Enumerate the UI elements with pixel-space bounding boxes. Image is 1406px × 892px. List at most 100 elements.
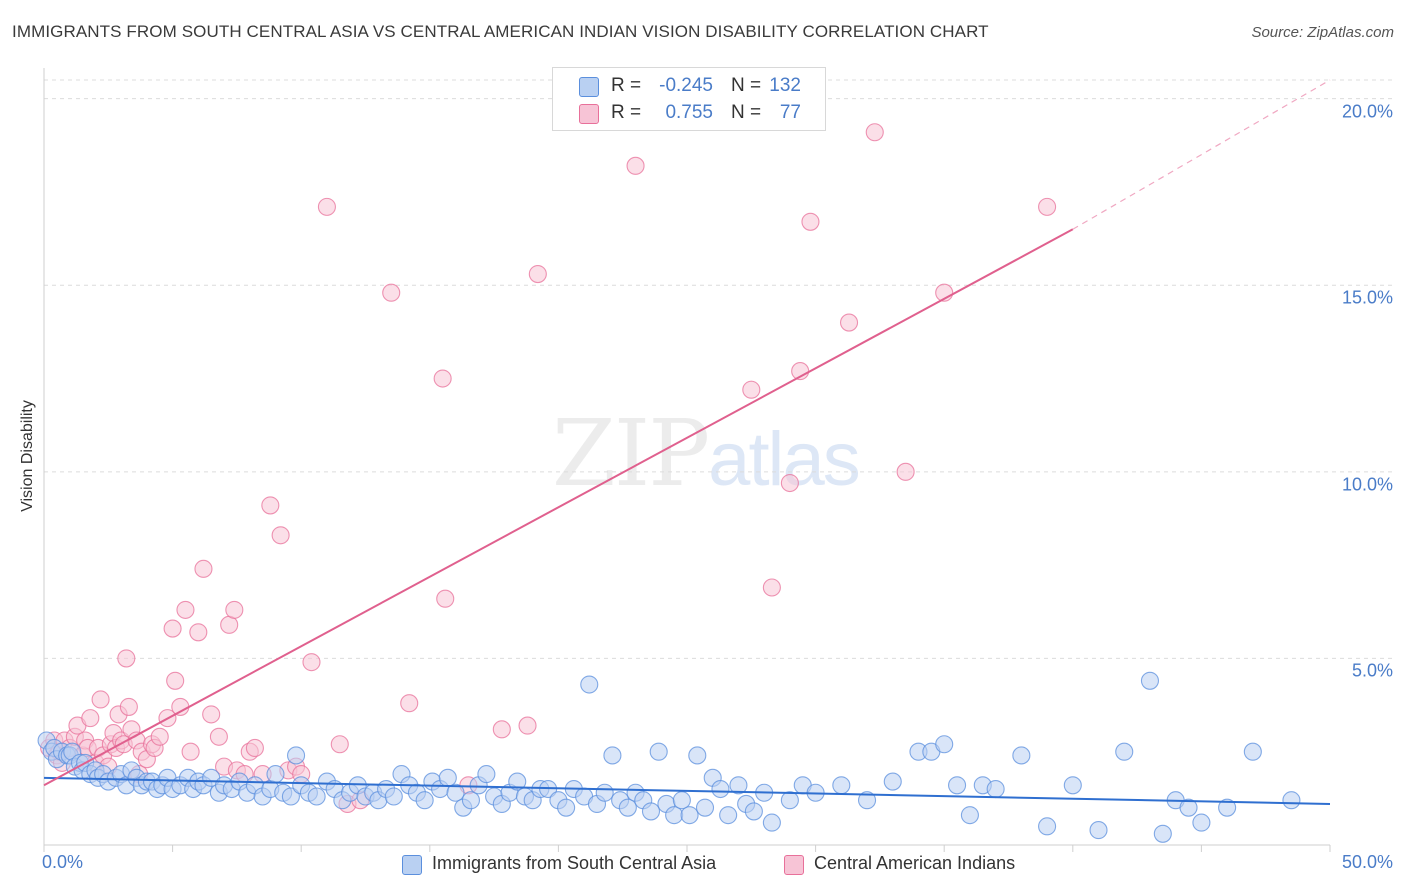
data-point: [330, 735, 349, 754]
data-point: [400, 694, 419, 713]
y-tick-label: 10.0%: [1341, 474, 1393, 495]
data-point: [960, 806, 979, 825]
chart-title: IMMIGRANTS FROM SOUTH CENTRAL ASIA VS CE…: [12, 22, 989, 41]
stats-box: R = -0.245 N = 132 R = 0.755 N = 77: [552, 67, 826, 131]
y-tick-label: 20.0%: [1341, 101, 1393, 122]
data-point: [672, 791, 691, 810]
data-point: [261, 496, 280, 515]
data-point: [580, 675, 599, 694]
data-point: [171, 697, 190, 716]
data-point: [209, 727, 228, 746]
y-tick-label: 15.0%: [1341, 287, 1393, 308]
data-point: [477, 765, 496, 784]
watermark-zip: ZIP: [552, 400, 710, 507]
data-point: [307, 787, 326, 806]
data-point: [1153, 824, 1172, 843]
data-point: [438, 768, 457, 787]
n-value-pink: 77: [779, 102, 801, 123]
r-label: R =: [611, 75, 642, 96]
data-point: [1243, 742, 1262, 761]
data-point: [626, 156, 645, 175]
data-point: [688, 746, 707, 765]
legend-swatch-pink: [784, 855, 804, 875]
legend-swatch-blue: [402, 855, 422, 875]
data-point: [557, 798, 576, 817]
data-point: [446, 783, 465, 802]
data-point: [508, 772, 527, 791]
data-point: [433, 369, 452, 388]
data-point: [1089, 821, 1108, 840]
axes: [43, 68, 1331, 852]
data-point: [317, 197, 336, 216]
trend-line-pink: [43, 228, 1074, 787]
data-point: [1282, 791, 1301, 810]
data-point: [1179, 798, 1198, 817]
n-value-blue: 132: [769, 75, 801, 96]
data-point: [801, 212, 820, 231]
data-point: [287, 746, 306, 765]
series-immigrants-south-central-asia: [37, 671, 1301, 843]
n-label: N =: [731, 75, 762, 96]
data-point: [857, 791, 877, 810]
data-point: [91, 690, 110, 709]
data-point: [762, 578, 781, 597]
data-point: [986, 779, 1005, 799]
data-point: [302, 653, 321, 672]
data-point: [780, 791, 799, 810]
data-point: [492, 720, 511, 739]
data-point: [1063, 776, 1082, 795]
data-point: [711, 779, 730, 799]
data-point: [865, 123, 884, 142]
data-point: [695, 798, 715, 817]
trend-line-pink-extension: [1072, 79, 1331, 230]
data-point: [225, 600, 244, 619]
data-point: [271, 526, 290, 545]
data-point: [1192, 813, 1211, 832]
data-point: [202, 705, 221, 724]
x-tick-label-max: 50.0%: [1341, 852, 1393, 872]
data-point: [281, 787, 300, 806]
data-point: [1140, 671, 1160, 690]
data-point: [518, 716, 537, 735]
data-point: [1115, 742, 1134, 761]
watermark: ZIPatlas: [552, 400, 861, 507]
data-point: [194, 559, 213, 578]
data-point: [119, 697, 138, 716]
pink-swatch: [579, 104, 599, 124]
x-tick-label-min: 0.0%: [42, 852, 84, 872]
y-tick-label: 5.0%: [1351, 660, 1393, 681]
data-point: [641, 802, 661, 821]
data-point: [603, 746, 622, 765]
data-point: [935, 735, 954, 754]
legend-label-pink: Central American Indians: [814, 853, 1016, 873]
data-point: [680, 806, 699, 825]
data-point: [245, 738, 264, 758]
data-point: [742, 380, 761, 399]
series-central-american-indians: [40, 123, 1057, 814]
data-point: [665, 806, 684, 825]
r-label: R =: [611, 102, 642, 123]
y-axis-label: Vision Disability: [19, 400, 36, 512]
data-point: [1038, 197, 1057, 216]
data-point: [948, 776, 967, 795]
data-point: [415, 791, 434, 810]
data-point: [744, 802, 763, 821]
data-point: [1038, 817, 1057, 836]
data-point: [176, 600, 195, 619]
legend: Immigrants from South Central Asia Centr…: [0, 852, 1406, 878]
gridlines: [44, 79, 1395, 659]
data-point: [896, 462, 915, 481]
data-point: [649, 742, 668, 761]
stats-row-pink: R = 0.755 N = 77: [553, 101, 825, 127]
stats-row-blue: R = -0.245 N = 132: [553, 74, 825, 100]
data-point: [189, 623, 208, 642]
data-point: [436, 589, 455, 608]
data-point: [166, 671, 185, 690]
data-point: [762, 813, 781, 832]
data-point: [618, 798, 637, 817]
data-point: [81, 709, 100, 728]
data-point: [832, 776, 851, 795]
data-point: [1012, 746, 1031, 765]
data-point: [382, 283, 401, 302]
